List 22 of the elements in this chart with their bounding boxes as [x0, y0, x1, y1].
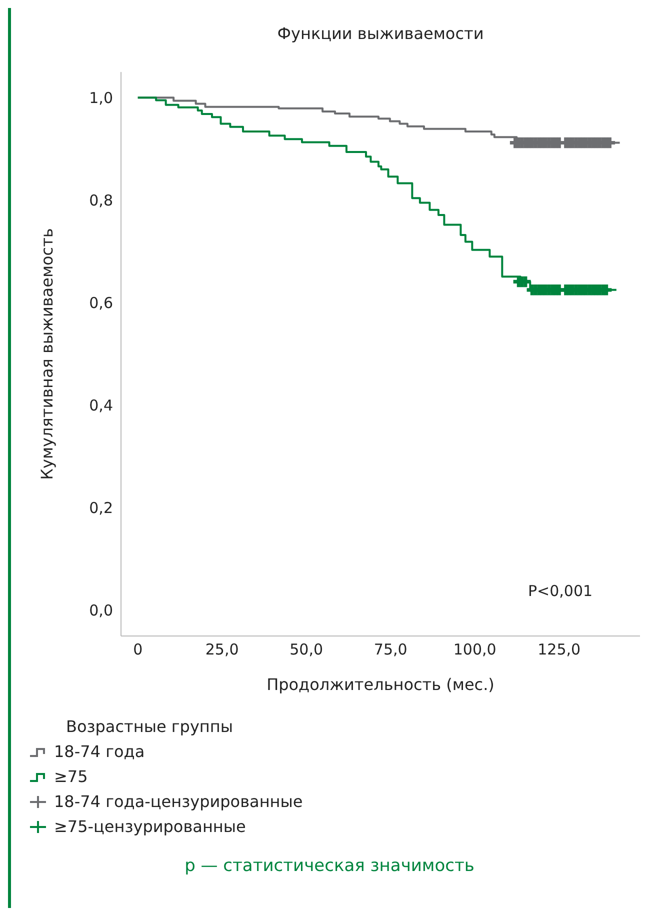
x-tick-label: 100,0 [453, 640, 496, 659]
legend-label: ≥75 [54, 766, 88, 788]
y-tick-label: 0,0 [89, 602, 113, 620]
x-tick-label: 50,0 [290, 640, 324, 659]
x-tick-label: 0 [133, 640, 143, 659]
x-axis-title: Продолжительность (мес.) [266, 675, 494, 694]
x-tick-label: 75,0 [374, 640, 408, 659]
legend-title: Возрастные группы [65, 716, 234, 738]
y-tick-label: 0,2 [89, 499, 113, 518]
y-axis-title: Кумулятивная выживаемость [38, 228, 57, 480]
y-tick-label: 0,4 [89, 396, 113, 415]
x-tick-label: 25,0 [205, 640, 239, 659]
y-tick-label: 0,6 [89, 294, 113, 312]
y-tick-label: 1,0 [89, 88, 113, 107]
y-tick-label: 0,8 [89, 192, 113, 210]
legend-label: 18-74 года [54, 741, 145, 763]
text: p — статистическая значимость [184, 856, 476, 876]
legend-label: 18-74 года-цензурированные [54, 791, 303, 813]
annotation: P<0,001 [528, 582, 593, 600]
chart-title: Функции выживаемости [276, 24, 485, 43]
legend-label: ≥75-цензурированные [54, 816, 246, 838]
x-tick-label: 125,0 [538, 640, 581, 659]
